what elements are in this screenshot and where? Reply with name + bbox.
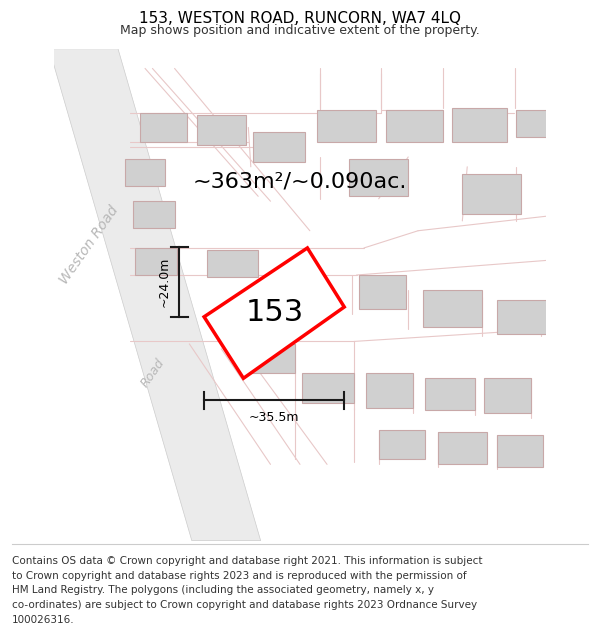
Polygon shape [140,112,187,142]
Polygon shape [133,201,175,228]
Polygon shape [135,248,177,275]
Text: ~24.0m: ~24.0m [158,257,170,307]
Polygon shape [246,344,295,373]
Text: Weston Road: Weston Road [58,204,122,288]
Text: ~363m²/~0.090ac.: ~363m²/~0.090ac. [193,171,407,191]
Text: Contains OS data © Crown copyright and database right 2021. This information is : Contains OS data © Crown copyright and d… [12,556,482,566]
Text: Map shows position and indicative extent of the property.: Map shows position and indicative extent… [120,24,480,36]
Polygon shape [379,430,425,459]
Text: 153, WESTON ROAD, RUNCORN, WA7 4LQ: 153, WESTON ROAD, RUNCORN, WA7 4LQ [139,11,461,26]
Polygon shape [317,110,376,142]
Polygon shape [452,107,506,142]
Polygon shape [204,248,344,378]
Text: to Crown copyright and database rights 2023 and is reproduced with the permissio: to Crown copyright and database rights 2… [12,571,467,581]
Polygon shape [349,159,408,196]
Polygon shape [302,373,354,403]
Polygon shape [463,174,521,214]
Polygon shape [359,275,406,309]
Polygon shape [497,435,544,467]
Polygon shape [125,159,165,186]
Text: ~35.5m: ~35.5m [249,411,299,424]
Polygon shape [367,373,413,408]
Polygon shape [497,299,548,334]
Polygon shape [197,115,246,144]
Polygon shape [423,290,482,327]
Polygon shape [206,251,258,278]
Text: Road: Road [138,357,167,390]
Text: co-ordinates) are subject to Crown copyright and database rights 2023 Ordnance S: co-ordinates) are subject to Crown copyr… [12,600,477,610]
Polygon shape [438,432,487,464]
Text: 100026316.: 100026316. [12,615,74,625]
Polygon shape [253,132,305,162]
Polygon shape [484,378,531,412]
Text: HM Land Registry. The polygons (including the associated geometry, namely x, y: HM Land Registry. The polygons (includin… [12,586,434,596]
Text: 153: 153 [245,298,304,327]
Polygon shape [425,378,475,410]
Polygon shape [386,110,443,142]
Polygon shape [517,110,548,138]
Polygon shape [49,49,260,541]
